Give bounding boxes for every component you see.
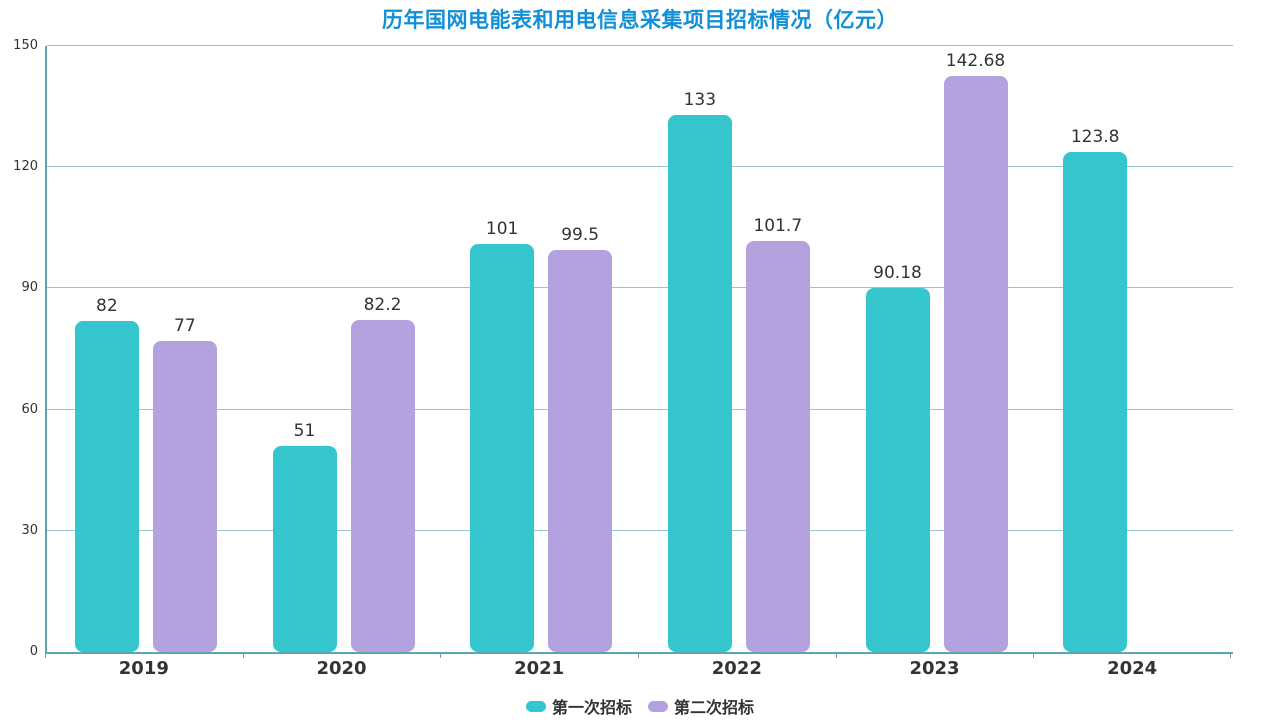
bar-value-label: 133 — [683, 89, 717, 110]
x-axis-category-label: 2019 — [118, 658, 169, 679]
gridline — [47, 287, 1233, 289]
legend-label: 第一次招标 — [551, 698, 632, 717]
gridline — [47, 529, 1233, 531]
x-axis-category-label: 2021 — [514, 658, 565, 679]
gridline — [47, 408, 1233, 410]
bar-value-label: 77 — [174, 315, 196, 336]
y-axis-tick-label: 150 — [13, 38, 38, 53]
x-axis-tick — [836, 652, 837, 658]
bar-value-label: 82.2 — [363, 294, 402, 315]
legend: 第一次招标 第二次招标 — [0, 695, 1280, 717]
bar-第一次招标-2024 — [1063, 151, 1128, 652]
bar-第一次招标-2022 — [667, 114, 732, 652]
legend-swatch-icon — [648, 700, 668, 712]
bar-第二次招标-2019 — [152, 340, 217, 652]
y-axis-labels: 0 30 60 90 120 150 — [0, 38, 38, 659]
bar-第二次招标-2022 — [745, 241, 810, 652]
x-axis-tick — [440, 652, 441, 658]
bar-value-label: 99.5 — [561, 225, 600, 246]
bar-第一次招标-2021 — [470, 243, 535, 652]
x-axis-tick — [638, 652, 639, 658]
gridline — [47, 166, 1233, 168]
bar-第一次招标-2023 — [865, 287, 930, 652]
x-axis-category-label: 2020 — [316, 658, 367, 679]
bar-value-label: 90.18 — [873, 262, 922, 283]
bar-value-label: 123.8 — [1070, 126, 1120, 147]
bar-value-label: 51 — [293, 420, 316, 441]
y-axis-tick-label: 0 — [29, 644, 38, 659]
bar-value-label: 101 — [485, 218, 519, 239]
x-axis-line — [45, 652, 1233, 654]
bar-第一次招标-2019 — [74, 320, 139, 652]
legend-item: 第二次招标 — [648, 694, 754, 718]
bar-value-label: 82 — [96, 295, 118, 316]
bar-第二次招标-2021 — [548, 250, 613, 652]
x-axis-category-label: 2023 — [909, 658, 960, 679]
chart-title: 历年国网电能表和用电信息采集项目招标情况（亿元） — [382, 8, 898, 32]
bar-第一次招标-2020 — [272, 445, 337, 652]
x-axis-tick — [243, 652, 244, 658]
x-axis-category-label: 2024 — [1107, 658, 1158, 679]
plot-area: 82 77 51 82.2 101 99.5 133 101.7 90.18 142.68 123.… — [45, 45, 1233, 654]
y-axis-tick-label: 120 — [13, 159, 38, 175]
bar-value-label: 142.68 — [945, 50, 1006, 71]
y-axis-tick-label: 30 — [21, 522, 38, 538]
legend-item: 第一次招标 — [525, 694, 632, 718]
x-axis-tick — [1033, 652, 1034, 658]
x-axis-tick — [45, 652, 46, 658]
legend-swatch-icon — [525, 700, 546, 712]
x-axis-labels: 2019 2020 2021 2022 2023 2024 — [45, 658, 1231, 682]
y-axis-tick-label: 60 — [21, 401, 38, 417]
y-axis-tick-label: 90 — [21, 280, 38, 296]
x-axis-ticks — [45, 652, 1231, 658]
bar-第二次招标-2020 — [350, 319, 415, 652]
gridline — [47, 45, 1233, 46]
x-axis-category-label: 2022 — [711, 658, 762, 679]
legend-label: 第二次招标 — [674, 698, 755, 717]
x-axis-tick — [1230, 652, 1231, 658]
bar-value-label: 101.7 — [753, 216, 803, 237]
bar-第二次招标-2023 — [943, 75, 1008, 652]
